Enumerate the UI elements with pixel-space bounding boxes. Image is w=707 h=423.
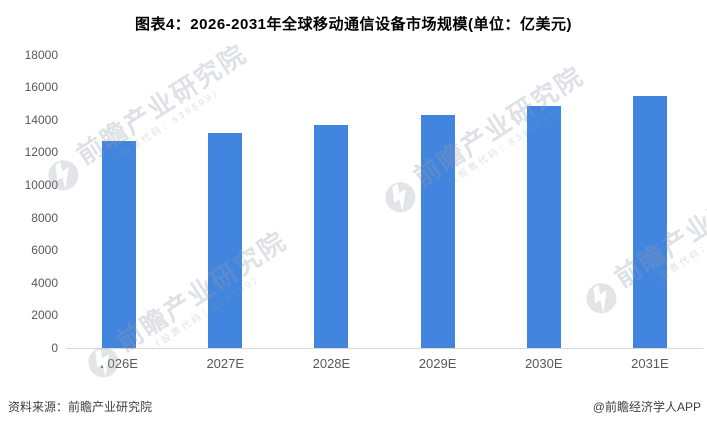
- y-tick-label: 12000: [24, 145, 58, 160]
- x-tick-label: 2029E: [418, 356, 457, 371]
- bar-2029E: [420, 114, 455, 348]
- x-tick-label: 2027E: [206, 356, 245, 371]
- bar-2028E: [314, 124, 349, 348]
- bar-2031E: [632, 96, 667, 348]
- y-tick-label: 8000: [31, 210, 58, 225]
- credit-note: @前瞻经济学人APP: [592, 400, 701, 414]
- y-tick-label: 2000: [31, 308, 58, 323]
- y-tick-label: 10000: [24, 177, 58, 192]
- bar-2026E: [102, 140, 137, 348]
- y-tick-label: 14000: [24, 112, 58, 127]
- source-note: 资料来源：前瞻产业研究院: [8, 400, 153, 414]
- chart-title: 图表4：2026-2031年全球移动通信设备市场规模(单位：亿美元): [134, 16, 573, 33]
- bar-2030E: [526, 105, 561, 348]
- y-tick-label: 0: [51, 341, 58, 355]
- y-tick-label: 4000: [31, 275, 58, 290]
- y-tick-label: 16000: [24, 80, 58, 95]
- y-tick-label: 18000: [24, 47, 58, 62]
- x-axis-line: [66, 348, 703, 349]
- bar-2027E: [208, 132, 243, 348]
- x-tick-label: 2030E: [524, 356, 563, 371]
- x-tick-label: 2031E: [631, 356, 669, 371]
- y-tick-label: 6000: [31, 243, 58, 258]
- x-tick-label: 2026E: [100, 356, 138, 371]
- x-tick-label: 2028E: [312, 356, 351, 371]
